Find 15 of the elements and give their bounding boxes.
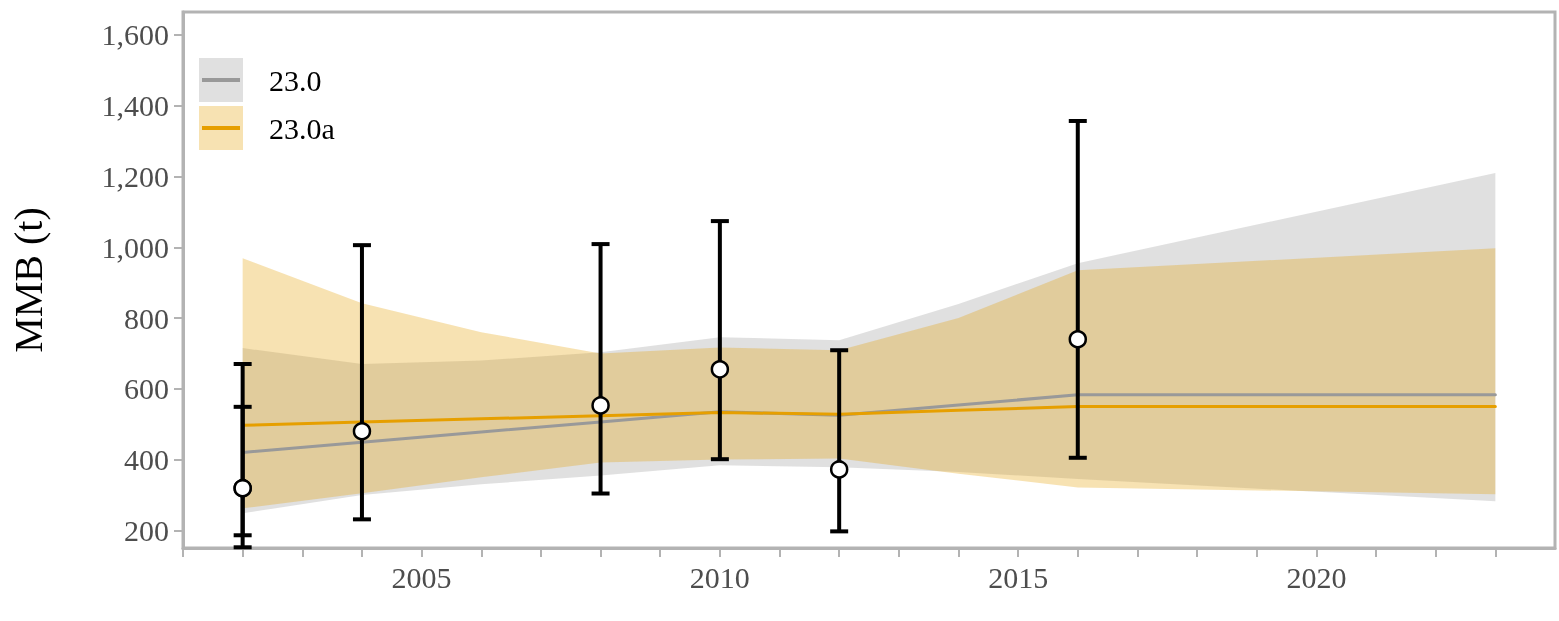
y-tick-label: 600 <box>124 372 169 406</box>
legend-label: 23.0a <box>269 111 335 145</box>
y-tick-label: 200 <box>124 513 169 547</box>
x-tick-label: 2010 <box>689 560 750 594</box>
y-tick-label: 800 <box>124 301 169 335</box>
x-tick-label: 2020 <box>1286 560 1347 594</box>
y-tick-label: 1,000 <box>101 230 169 264</box>
y-tick-label: 1,400 <box>101 89 169 123</box>
y-tick-label: 1,200 <box>101 160 169 194</box>
y-tick-label: 400 <box>124 443 169 477</box>
y-tick-label: 1,600 <box>101 18 169 52</box>
legend-label: 23.0 <box>269 63 322 97</box>
x-tick-label: 2015 <box>988 560 1049 594</box>
x-tick-label: 2005 <box>391 560 452 594</box>
y-axis-title: MMB (t) <box>5 207 51 353</box>
